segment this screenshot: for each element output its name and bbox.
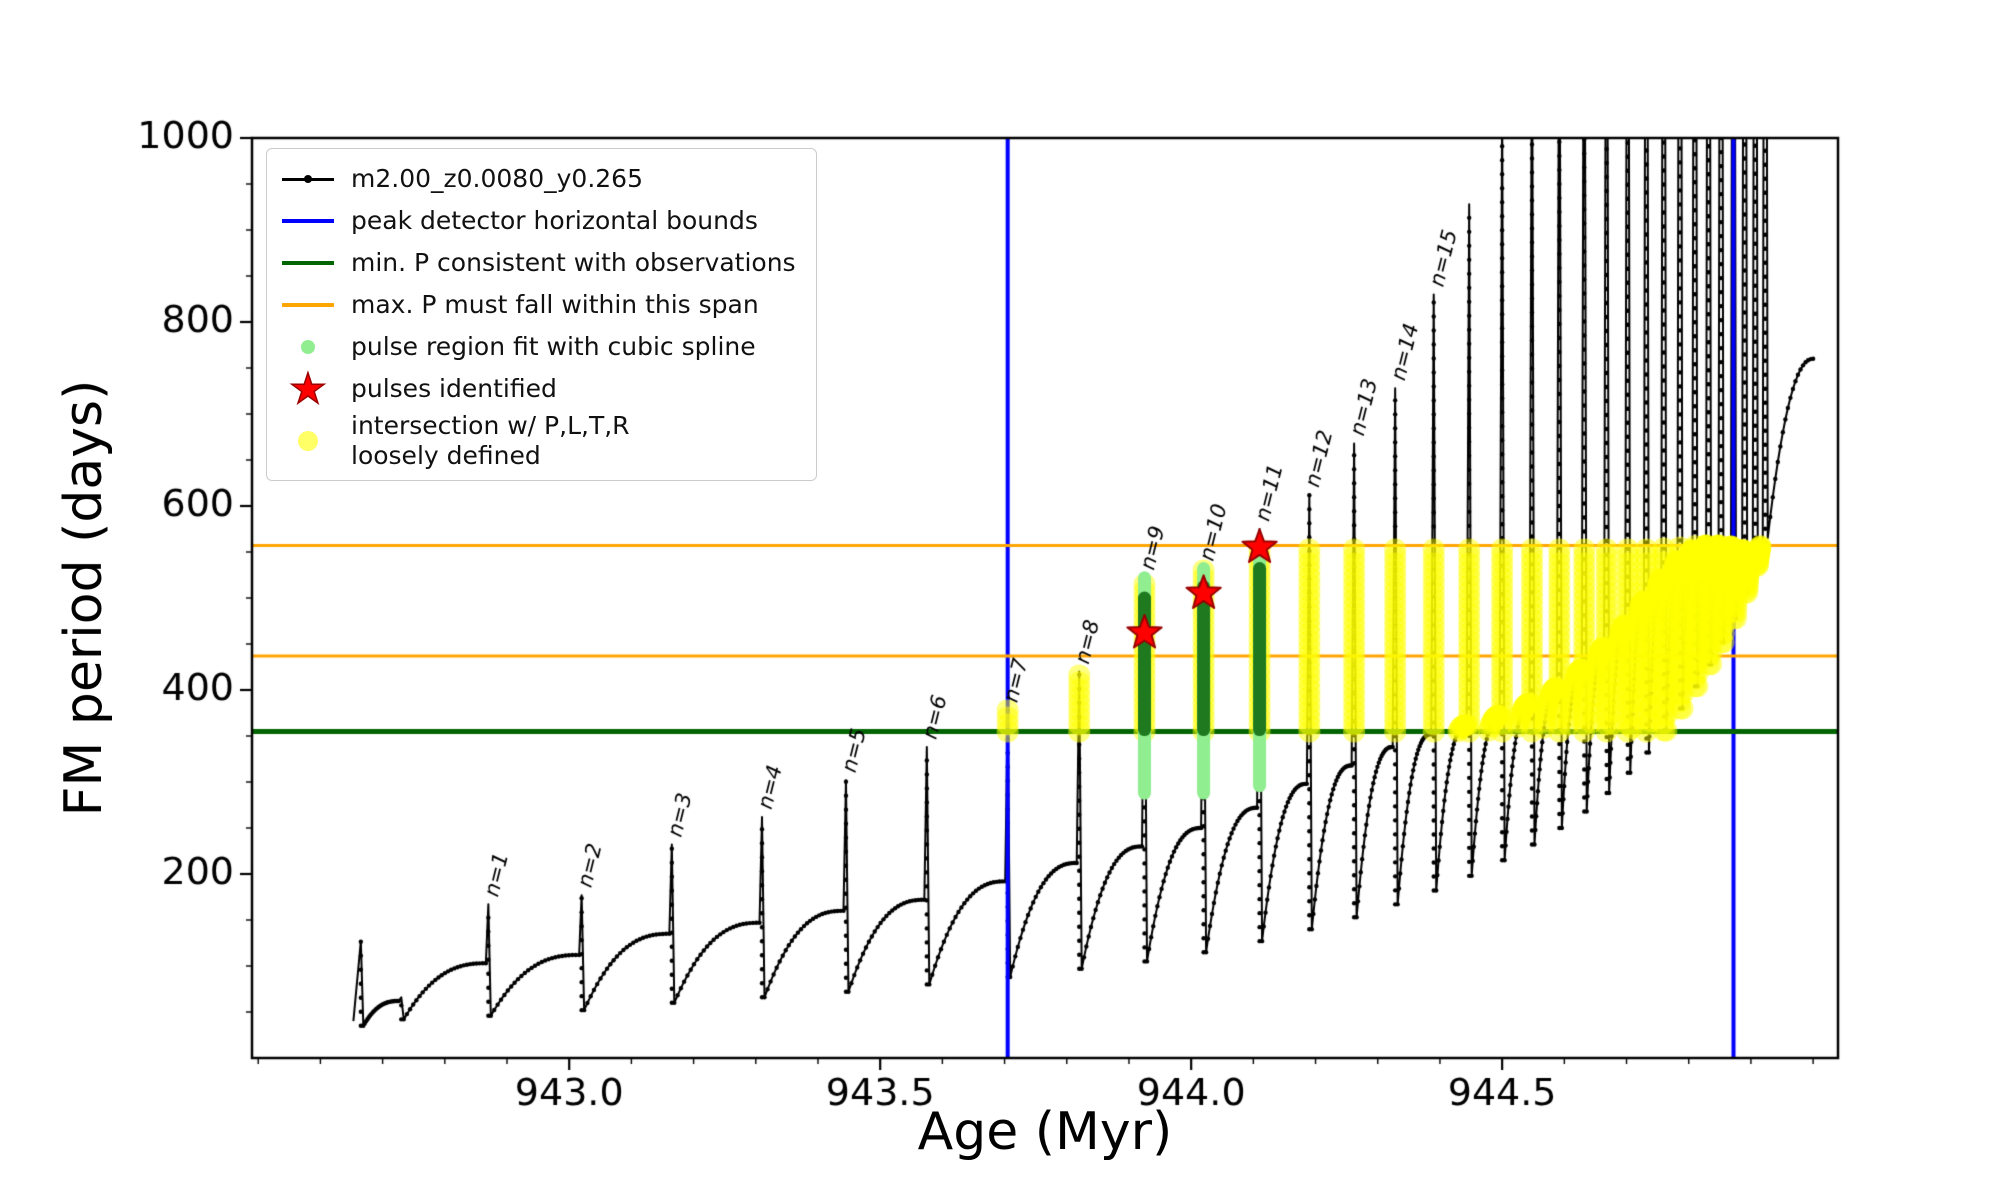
line-marker: [279, 219, 337, 223]
series-line-marker: [279, 175, 337, 183]
star-icon: ★: [288, 364, 327, 413]
line-marker: [279, 261, 337, 265]
legend-item: intersection w/ P,L,T,R loosely defined: [279, 411, 796, 470]
legend-item: peak detector horizontal bounds: [279, 201, 796, 241]
legend-item: max. P must fall within this span: [279, 285, 796, 325]
legend-label: peak detector horizontal bounds: [351, 206, 758, 236]
legend-item: pulse region fit with cubic spline: [279, 327, 796, 367]
legend-item: m2.00_z0.0080_y0.265: [279, 159, 796, 199]
legend-label: pulse region fit with cubic spline: [351, 332, 756, 362]
x-axis-label: Age (Myr): [917, 1102, 1173, 1162]
legend-label: intersection w/ P,L,T,R loosely defined: [351, 411, 630, 470]
legend-item: min. P consistent with observations: [279, 243, 796, 283]
legend-item: ★ pulses identified: [279, 364, 796, 413]
y-axis-label: FM period (days): [54, 379, 114, 817]
legend-label: pulses identified: [351, 374, 557, 404]
line-marker: [279, 303, 337, 307]
spline-dot-icon: [279, 340, 337, 354]
legend-label: max. P must fall within this span: [351, 290, 759, 320]
legend-label: min. P consistent with observations: [351, 248, 796, 278]
legend-label: m2.00_z0.0080_y0.265: [351, 164, 643, 194]
intersection-dot-icon: [279, 430, 337, 451]
